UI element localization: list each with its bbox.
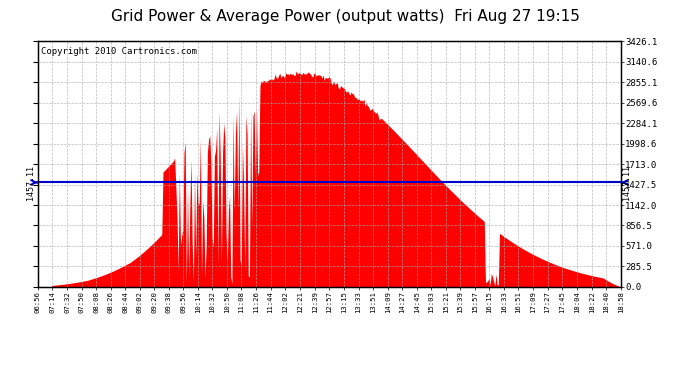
- Text: 1457.11: 1457.11: [622, 165, 631, 200]
- Text: Grid Power & Average Power (output watts)  Fri Aug 27 19:15: Grid Power & Average Power (output watts…: [110, 9, 580, 24]
- Text: 1457.11: 1457.11: [26, 165, 35, 200]
- Text: Copyright 2010 Cartronics.com: Copyright 2010 Cartronics.com: [41, 47, 197, 56]
